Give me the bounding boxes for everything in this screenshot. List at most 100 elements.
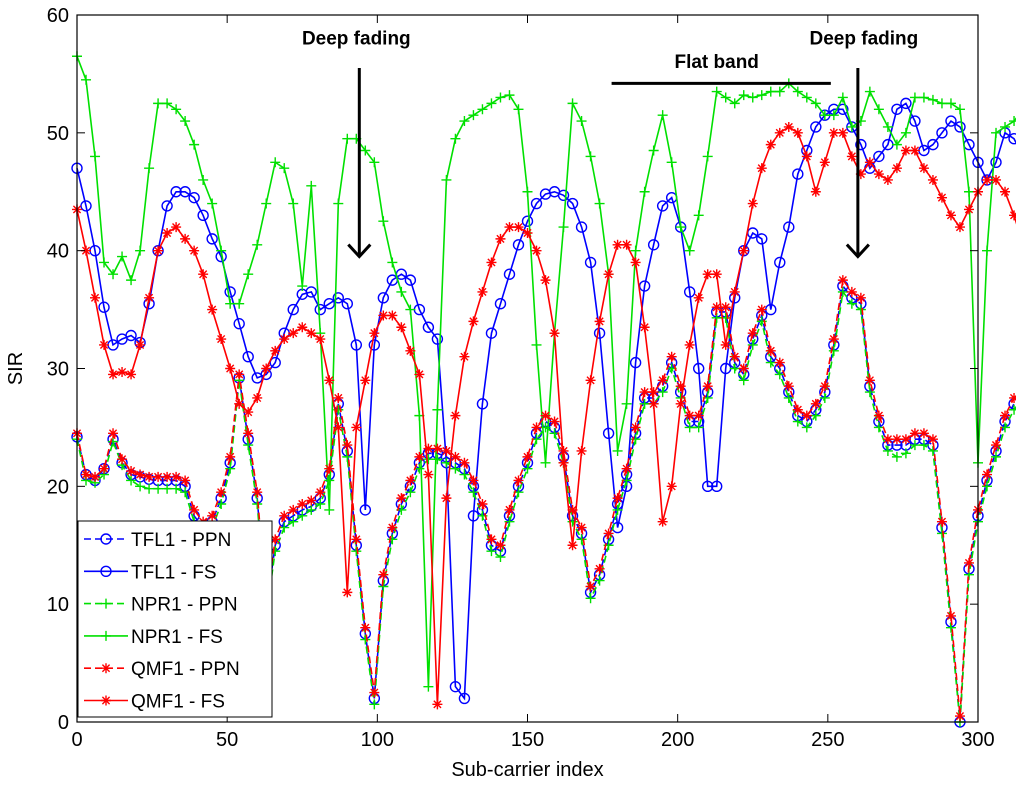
data-point [369, 157, 380, 168]
data-point [513, 222, 524, 233]
data-point [306, 180, 317, 191]
data-point [431, 333, 444, 345]
data-point [378, 216, 389, 227]
data-point [593, 327, 606, 339]
data-point [243, 269, 254, 280]
data-point [729, 286, 740, 297]
data-point [891, 434, 902, 445]
data-point [882, 121, 893, 132]
data-point [351, 546, 362, 557]
data-point [765, 357, 776, 368]
data-point [405, 304, 416, 315]
data-point [288, 504, 299, 515]
data-point [233, 318, 245, 330]
data-point [405, 345, 416, 356]
data-point [234, 398, 245, 409]
data-point [540, 275, 551, 286]
data-point [828, 345, 839, 356]
data-point [423, 469, 434, 480]
data-point [531, 245, 542, 256]
data-point [351, 534, 362, 545]
data-point [991, 451, 1002, 462]
data-point [566, 197, 579, 210]
data-point [288, 516, 299, 527]
data-point [657, 110, 668, 121]
data-point [458, 692, 471, 705]
data-point [243, 428, 254, 439]
data-point [342, 451, 353, 462]
data-point [495, 233, 506, 244]
data-point [954, 104, 965, 115]
data-point [414, 369, 425, 380]
data-point [306, 495, 317, 506]
data-point [819, 392, 830, 403]
data-point [180, 233, 191, 244]
data-point [738, 363, 749, 374]
data-point [441, 174, 452, 185]
data-point [81, 74, 92, 85]
data-point [954, 711, 965, 722]
data-point [504, 504, 515, 515]
y-tick-label: 40 [47, 241, 69, 263]
data-point [369, 328, 380, 339]
data-point [477, 104, 488, 115]
data-point [1009, 392, 1016, 403]
data-point [765, 86, 776, 97]
data-point [315, 334, 326, 345]
data-point [729, 351, 740, 362]
data-point [144, 483, 155, 494]
data-point [171, 222, 182, 233]
data-point [864, 375, 875, 386]
data-point [468, 475, 479, 486]
data-point [711, 302, 722, 313]
data-point [909, 440, 920, 451]
legend-item: QMF1 - PPN [84, 659, 240, 680]
data-point [359, 504, 372, 516]
data-point [982, 481, 993, 492]
data-point [927, 138, 939, 151]
data-point [783, 221, 795, 233]
data-point [756, 163, 767, 174]
data-point [828, 127, 839, 138]
data-point [612, 445, 623, 456]
legend-item: QMF1 - FS [84, 692, 225, 713]
data-point [684, 422, 695, 433]
data-point [584, 256, 597, 269]
data-point [792, 404, 803, 415]
data-point [377, 292, 390, 304]
data-point [423, 454, 434, 465]
data-point [396, 493, 407, 504]
data-point [792, 86, 803, 97]
data-point [927, 94, 938, 105]
data-point [333, 422, 344, 433]
data-point [603, 528, 614, 539]
data-point [288, 328, 299, 339]
data-point [711, 269, 722, 280]
data-point [891, 139, 902, 150]
data-point [207, 304, 218, 315]
data-point [216, 334, 227, 345]
data-point [468, 110, 479, 121]
data-point [783, 392, 794, 403]
data-point [801, 151, 812, 162]
data-point [144, 471, 155, 482]
x-tick-label: 50 [216, 729, 238, 751]
data-point [126, 369, 137, 380]
data-point [378, 569, 389, 580]
legend-marker [101, 598, 111, 609]
x-tick-label: 300 [961, 729, 994, 751]
data-point [441, 493, 452, 504]
data-point [918, 428, 929, 439]
data-point [432, 443, 443, 454]
data-point [1000, 121, 1011, 132]
data-point [342, 587, 353, 598]
data-point [612, 504, 623, 515]
data-point [297, 499, 308, 510]
data-point [252, 392, 263, 403]
data-point [216, 487, 227, 498]
data-point [234, 298, 245, 309]
data-point [432, 454, 443, 465]
data-point [774, 369, 785, 380]
data-point [720, 302, 731, 313]
data-point [603, 269, 614, 280]
